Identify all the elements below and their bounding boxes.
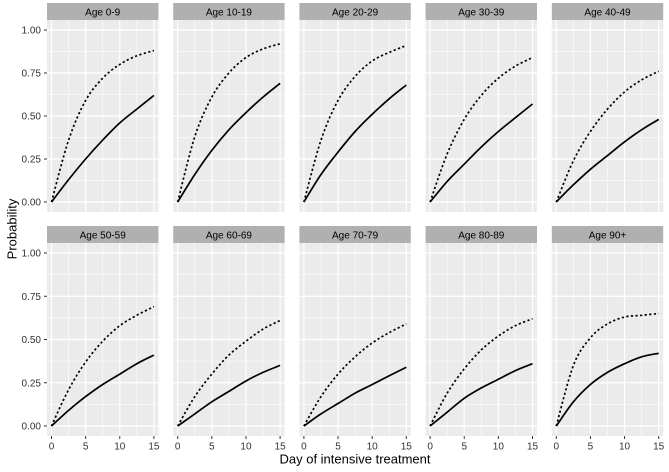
x-tick-label: 15 — [401, 442, 413, 453]
curve-dotted — [176, 319, 281, 427]
curve-dotted — [50, 49, 155, 203]
facet-strip — [299, 226, 411, 243]
curve-dotted — [429, 56, 533, 203]
curve-dotted — [303, 323, 407, 427]
facet-strip — [551, 226, 664, 243]
x-tick-label: 10 — [240, 442, 252, 453]
y-tick-label: 0.50 — [22, 112, 42, 123]
facet-strip — [173, 226, 285, 243]
x-tick-label: 0 — [427, 442, 433, 453]
x-tick-label: 15 — [275, 442, 287, 453]
x-tick-label: 0 — [49, 442, 55, 453]
x-tick-label: 10 — [493, 442, 505, 453]
x-tick-label: 5 — [588, 442, 594, 453]
curve-solid — [303, 366, 407, 427]
y-tick-label: 0.00 — [22, 422, 42, 433]
y-tick-label: 0.75 — [22, 69, 42, 80]
curve-solid — [555, 352, 659, 427]
curve-solid — [50, 354, 155, 427]
curve-solid — [176, 82, 281, 203]
x-tick-label: 5 — [461, 442, 467, 453]
x-tick-label: 5 — [335, 442, 341, 453]
curve-dotted — [555, 70, 660, 203]
facet-label: Age 10-19 — [206, 8, 253, 19]
curve-solid — [177, 364, 281, 427]
x-tick-label: 15 — [527, 442, 539, 453]
curve-dotted — [50, 305, 155, 427]
x-tick-label: 10 — [367, 442, 379, 453]
y-tick-label: 1.00 — [22, 26, 42, 37]
facet-label: Age 70-79 — [332, 231, 379, 242]
y-tick-label: 0.75 — [22, 292, 42, 303]
x-tick-label: 15 — [653, 442, 665, 453]
facet-label: Age 60-69 — [206, 231, 253, 242]
y-axis-title: Probability — [4, 198, 20, 260]
facet-label: Age 40-49 — [584, 8, 631, 19]
x-tick-label: 15 — [148, 442, 160, 453]
x-tick-label: 10 — [114, 442, 126, 453]
x-tick-label: 5 — [83, 442, 89, 453]
facet-strip — [47, 3, 159, 20]
facet-strip — [173, 3, 285, 20]
curve-solid — [429, 362, 533, 427]
curve-dotted — [429, 317, 533, 427]
facet-label: Age 80-89 — [458, 231, 505, 242]
facet-label: Age 30-39 — [458, 8, 505, 19]
x-tick-label: 0 — [301, 442, 307, 453]
y-tick-label: 0.50 — [22, 335, 42, 346]
x-tick-label: 0 — [554, 442, 560, 453]
y-tick-label: 1.00 — [22, 249, 42, 260]
facet-label: Age 90+ — [589, 231, 627, 242]
x-tick-label: 5 — [209, 442, 215, 453]
facet-label: Age 20-29 — [332, 8, 379, 19]
facet-label: Age 50-59 — [80, 231, 127, 242]
facet-strip — [47, 226, 159, 243]
facet-strip — [425, 3, 537, 20]
x-tick-label: 0 — [175, 442, 181, 453]
curve-solid — [50, 94, 155, 203]
y-tick-label: 0.25 — [22, 378, 42, 389]
y-tick-label: 0.25 — [22, 155, 42, 166]
curve-dotted — [555, 312, 659, 427]
x-axis-title: Day of intensive treatment — [279, 451, 431, 467]
x-tick-label: 10 — [619, 442, 631, 453]
facet-strip — [425, 226, 537, 243]
curve-solid — [429, 103, 534, 203]
facet-strip — [551, 3, 664, 20]
facet-label: Age 0-9 — [85, 8, 120, 19]
y-tick-label: 0.00 — [22, 198, 42, 209]
facet-strip — [299, 3, 411, 20]
curve-solid — [555, 118, 660, 203]
curve-solid — [303, 84, 407, 203]
